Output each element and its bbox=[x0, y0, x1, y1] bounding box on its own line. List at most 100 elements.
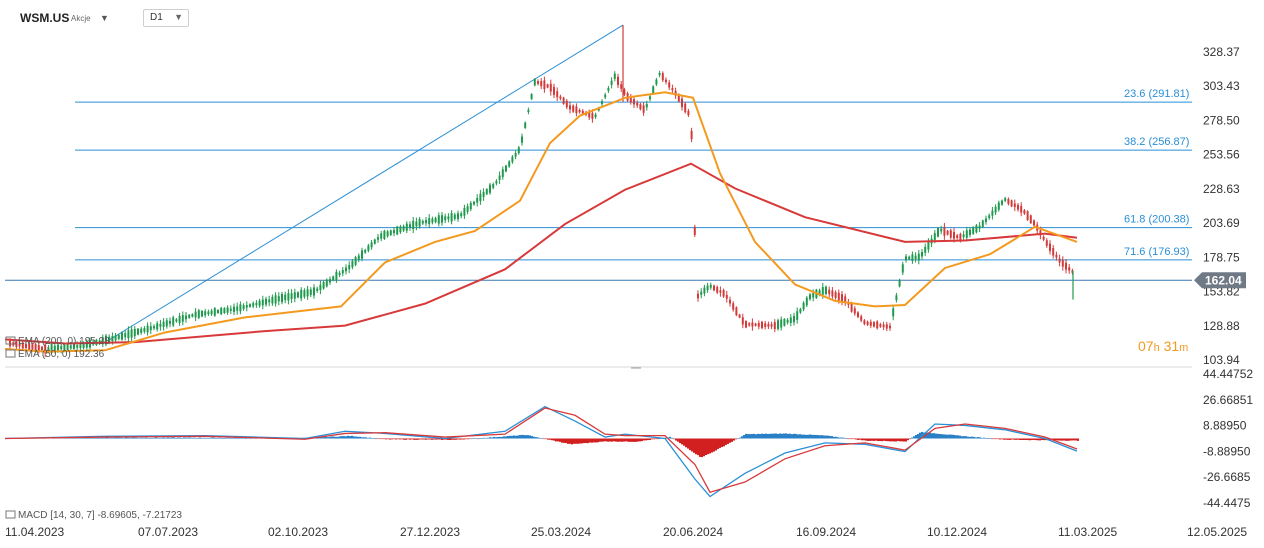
macd-histogram-bar bbox=[721, 438, 723, 447]
candle-body bbox=[565, 100, 568, 108]
macd-histogram-bar bbox=[803, 434, 805, 439]
macd-histogram-bar bbox=[335, 436, 337, 439]
candle-body bbox=[434, 217, 437, 223]
macd-histogram-bar bbox=[775, 433, 777, 439]
candle-body bbox=[364, 249, 367, 253]
candle-body bbox=[60, 346, 63, 350]
macd-histogram-bar bbox=[869, 438, 871, 441]
macd-histogram-bar bbox=[235, 437, 237, 439]
macd-tick-label: -26.6685 bbox=[1203, 470, 1251, 484]
macd-histogram-bar bbox=[449, 438, 451, 440]
fib-level-label: 23.6 (291.81) bbox=[1124, 88, 1189, 100]
fib-level-label: 71.6 (176.93) bbox=[1124, 246, 1189, 258]
candle-body bbox=[556, 91, 559, 98]
macd-histogram-bar bbox=[451, 438, 453, 440]
candle-body bbox=[1052, 248, 1055, 256]
candle-body bbox=[79, 344, 82, 348]
macd-histogram-bar bbox=[533, 436, 535, 439]
macd-histogram-bar bbox=[229, 437, 231, 439]
macd-histogram-bar bbox=[159, 437, 161, 439]
macd-histogram-bar bbox=[615, 438, 617, 442]
macd-histogram-bar bbox=[589, 438, 591, 443]
macd-histogram-bar bbox=[181, 437, 183, 439]
candle-body bbox=[293, 292, 296, 299]
candle-body bbox=[213, 308, 216, 316]
price-tick-label: 253.56 bbox=[1203, 148, 1240, 162]
macd-histogram-bar bbox=[609, 438, 611, 442]
chevron-down-icon[interactable]: ▼ bbox=[100, 13, 109, 23]
candle-body bbox=[140, 328, 143, 333]
macd-histogram-bar bbox=[103, 437, 105, 439]
candle-body bbox=[505, 165, 507, 172]
macd-histogram-bar bbox=[481, 438, 483, 439]
macd-histogram-bar bbox=[965, 436, 967, 439]
macd-histogram-bar bbox=[465, 438, 467, 440]
macd-histogram-bar bbox=[341, 436, 343, 439]
candle-body bbox=[188, 314, 191, 319]
time-tick-label: 25.03.2024 bbox=[531, 525, 591, 539]
macd-histogram-bar bbox=[781, 433, 783, 439]
countdown-minutes-unit: m bbox=[1179, 342, 1189, 354]
candle-body bbox=[277, 296, 280, 302]
candle-body bbox=[757, 323, 760, 327]
macd-histogram-bar bbox=[997, 438, 999, 440]
trendline[interactable] bbox=[107, 24, 624, 342]
macd-histogram-bar bbox=[175, 437, 177, 439]
macd-histogram-bar bbox=[461, 438, 463, 440]
macd-histogram-bar bbox=[123, 437, 125, 439]
macd-histogram-bar bbox=[891, 438, 893, 442]
macd-legend[interactable]: MACD [14, 30, 7] -8.69605, -7.21723 bbox=[5, 510, 182, 521]
macd-histogram-bar bbox=[737, 438, 739, 440]
candle-body bbox=[1033, 220, 1035, 226]
macd-histogram-bar bbox=[343, 436, 345, 439]
macd-tick-label: -8.88950 bbox=[1203, 444, 1251, 458]
macd-histogram-bar bbox=[345, 436, 347, 439]
ema200-line bbox=[4, 162, 1078, 345]
macd-histogram-bar bbox=[149, 437, 151, 439]
candle-body bbox=[764, 323, 767, 328]
candle-body bbox=[981, 220, 984, 228]
candle-body bbox=[47, 347, 50, 351]
macd-histogram-bar bbox=[959, 435, 961, 439]
macd-histogram-bar bbox=[77, 437, 79, 439]
macd-histogram-bar bbox=[913, 436, 915, 439]
candle-body bbox=[98, 340, 101, 343]
timeframe-select[interactable]: D1 ▼ bbox=[143, 9, 189, 27]
ema200-legend[interactable]: EMA (200, 0) 195.28 bbox=[5, 336, 110, 347]
ema50-legend[interactable]: EMA (50, 0) 192.36 bbox=[5, 349, 105, 360]
candle-body bbox=[175, 319, 178, 322]
macd-histogram-bar bbox=[947, 434, 949, 439]
macd-histogram-bar bbox=[787, 433, 789, 439]
ticker-symbol[interactable]: WSM.US bbox=[20, 11, 70, 25]
time-tick-label: 12.05.2025 bbox=[1187, 525, 1247, 539]
candle-body bbox=[313, 287, 315, 296]
candle-body bbox=[258, 300, 261, 306]
macd-histogram-bar bbox=[581, 438, 583, 444]
candle-body bbox=[521, 136, 523, 143]
candle-body bbox=[652, 86, 655, 94]
macd-histogram-bar bbox=[455, 438, 457, 440]
candle-body bbox=[466, 206, 469, 212]
candle-body bbox=[697, 293, 699, 299]
macd-histogram-bar bbox=[887, 438, 889, 442]
macd-histogram-bar bbox=[237, 438, 239, 439]
time-tick-label: 20.06.2024 bbox=[663, 525, 723, 539]
macd-histogram-bar bbox=[717, 438, 719, 450]
candle-body bbox=[866, 321, 869, 325]
candle-body bbox=[37, 345, 40, 351]
candle-body bbox=[661, 73, 664, 81]
macd-histogram-bar bbox=[675, 438, 677, 441]
candle-body bbox=[732, 303, 735, 310]
time-axis: 11.04.2023 07.07.2023 02.10.2023 27.12.2023… bbox=[5, 525, 1247, 539]
candle-body bbox=[613, 73, 616, 79]
macd-histogram-bar bbox=[895, 438, 897, 442]
candle-body bbox=[511, 156, 514, 163]
macd-histogram-bar bbox=[601, 438, 603, 442]
macd-histogram-bar bbox=[511, 435, 513, 439]
macd-histogram-bar bbox=[769, 433, 771, 439]
candle-body bbox=[722, 290, 725, 297]
candle-body bbox=[165, 320, 168, 327]
macd-histogram-bar bbox=[1033, 438, 1035, 440]
candle-body bbox=[41, 346, 43, 351]
